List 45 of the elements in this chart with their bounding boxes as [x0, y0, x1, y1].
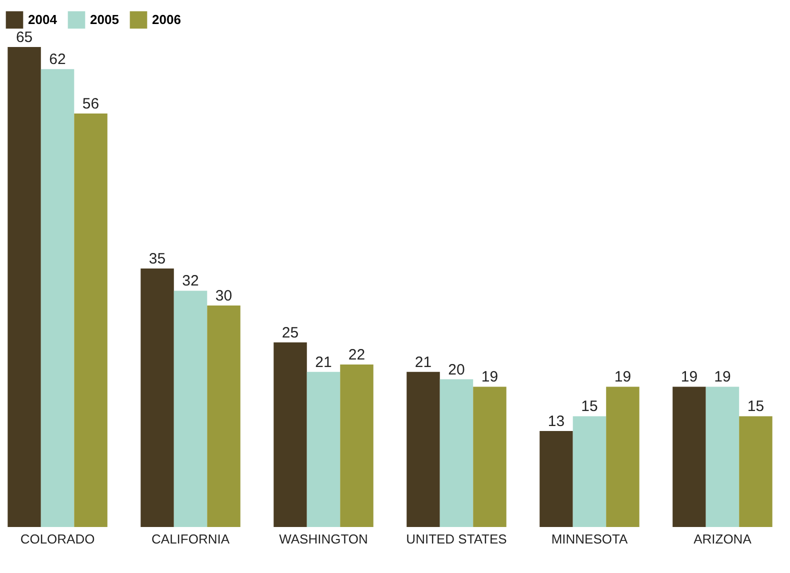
- data-label: 25: [282, 324, 299, 342]
- x-tick-label: CALIFORNIA: [152, 532, 230, 546]
- bar: [739, 416, 772, 527]
- bar: [540, 431, 573, 527]
- x-tick-label: MINNESOTA: [551, 532, 628, 546]
- bar: [473, 386, 506, 527]
- bar: [140, 268, 174, 527]
- data-label: 19: [714, 368, 731, 386]
- data-label: 30: [215, 287, 232, 304]
- data-label: 19: [680, 368, 698, 386]
- data-label: 65: [16, 29, 33, 46]
- bar: [340, 364, 374, 527]
- legend-label: 2006: [152, 12, 181, 27]
- bar: [440, 379, 474, 527]
- data-label: 62: [49, 51, 66, 68]
- bar: [74, 113, 108, 527]
- data-label: 22: [348, 346, 366, 364]
- bar: [706, 386, 740, 527]
- x-tick-label: WASHINGTON: [279, 532, 368, 546]
- bar: [40, 69, 74, 527]
- x-tick-label: UNITED STATES: [406, 532, 508, 546]
- data-label: 13: [548, 413, 565, 430]
- data-label: 56: [82, 95, 100, 112]
- bar: [274, 342, 307, 527]
- bar: [672, 386, 706, 527]
- x-tick-label: ARIZONA: [694, 532, 752, 546]
- data-label: 19: [481, 368, 498, 386]
- bar: [406, 372, 440, 527]
- bar: [572, 416, 606, 527]
- data-label: 32: [182, 272, 199, 290]
- bar: [306, 372, 340, 527]
- data-label: 15: [581, 398, 598, 416]
- data-label: 15: [747, 398, 764, 416]
- data-label: 19: [614, 368, 632, 386]
- legend-label: 2005: [90, 12, 119, 27]
- x-tick-label: COLORADO: [20, 532, 95, 546]
- bar: [606, 386, 640, 527]
- bar: [8, 47, 41, 527]
- data-label: 35: [148, 250, 166, 268]
- data-label: 21: [414, 354, 432, 371]
- legend-label: 2004: [28, 12, 58, 27]
- bar: [207, 305, 240, 527]
- data-label: 20: [448, 361, 465, 378]
- data-label: 21: [315, 354, 332, 371]
- bar: [174, 290, 208, 527]
